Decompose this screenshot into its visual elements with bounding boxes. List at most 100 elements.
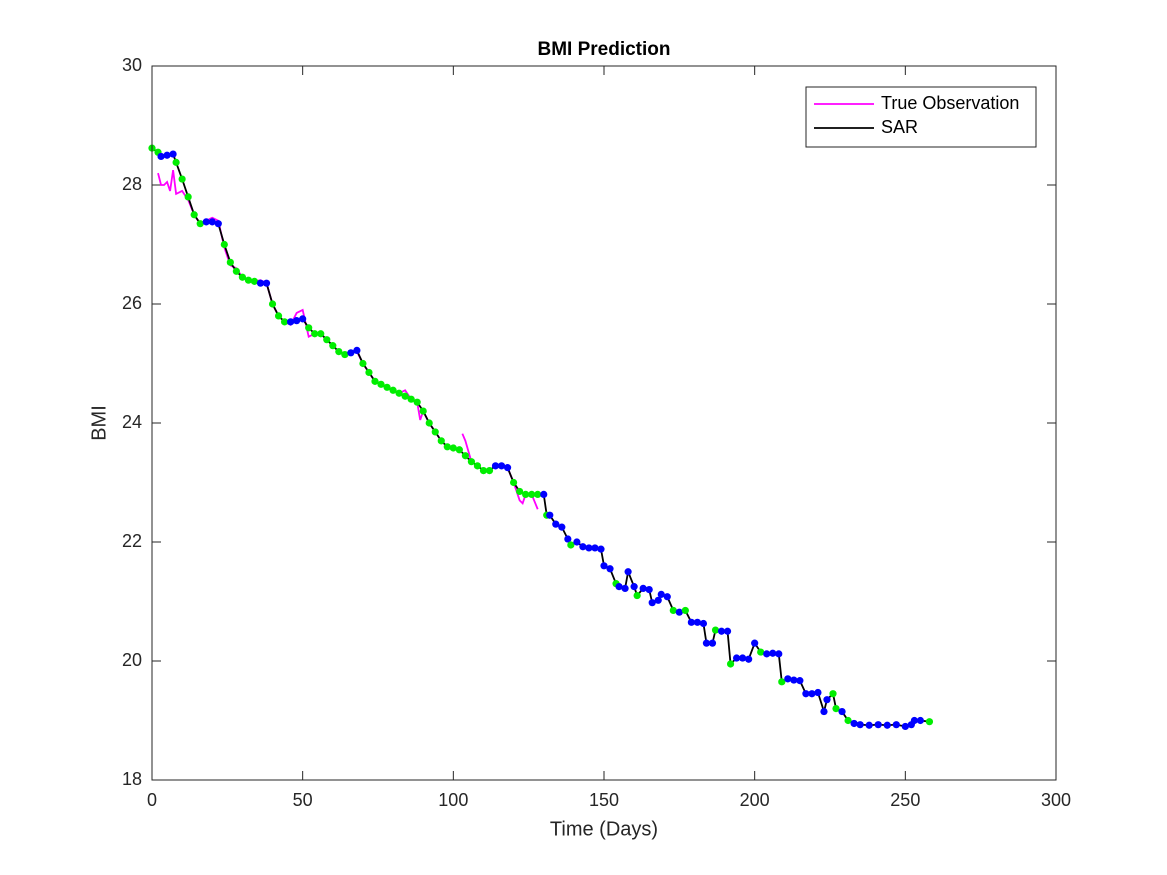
data-point [449,444,457,452]
data-point [389,386,397,394]
data-point [208,218,216,226]
data-point [675,608,683,616]
data-point [639,584,647,593]
x-tick-label: 300 [1041,790,1071,810]
data-point [910,716,918,725]
data-point [850,719,858,728]
data-point [558,523,566,531]
data-point [784,675,792,683]
data-point [395,389,403,397]
data-point [865,721,873,729]
x-tick-label: 200 [740,790,770,810]
data-point [353,346,361,355]
data-point [597,545,605,553]
data-point [790,676,798,684]
data-point [437,437,445,445]
data-point [540,490,548,498]
data-point [522,490,530,498]
data-point [341,350,349,359]
data-point [606,565,614,573]
data-point [726,660,735,668]
data-point [546,511,554,519]
data-point [232,267,240,275]
data-point [311,330,319,338]
data-point [621,584,629,593]
data-point [274,312,283,320]
data-point [901,722,909,731]
data-point [624,568,632,576]
data-point [552,520,560,528]
data-point [702,639,711,647]
x-tick-label: 100 [438,790,468,810]
data-point [407,395,415,403]
data-point [723,627,732,635]
plot-area [152,66,1056,780]
data-point [220,240,228,249]
data-point [419,407,427,415]
data-point [516,487,524,496]
y-tick-label: 18 [122,769,142,789]
data-point [473,462,482,470]
x-tick-label: 150 [589,790,619,810]
data-point [769,649,777,657]
data-point [916,716,925,725]
data-point [775,650,783,658]
data-point [823,696,831,704]
data-point [455,446,463,454]
data-point [844,716,852,725]
data-point [293,317,301,325]
data-point [739,654,747,662]
data-point [751,639,759,647]
data-point [359,359,367,368]
data-point [467,458,476,466]
y-tick-label: 26 [122,293,142,313]
data-point [757,648,765,656]
data-point [567,541,575,549]
data-point [280,318,289,326]
data-point [633,591,641,600]
data-point [214,220,222,228]
data-point [169,150,177,158]
y-tick-label: 28 [122,174,142,194]
data-point [190,211,198,219]
data-point [615,583,623,591]
chart-title: BMI Prediction [537,39,670,60]
data-point [238,273,246,281]
data-point [832,705,840,713]
data-point [377,380,385,388]
data-point [874,721,882,729]
data-point [184,193,192,201]
data-point [157,152,165,161]
data-point [401,392,409,400]
x-axis-label: Time (Days) [550,818,658,840]
data-point [329,342,337,350]
data-point [443,443,451,451]
legend-label: SAR [881,117,918,137]
data-point [347,349,355,357]
data-point [585,544,593,552]
data-point [669,606,677,615]
data-point [163,151,171,159]
legend-box [805,86,1037,148]
data-point [829,690,837,698]
legend-label: True Observation [881,93,1019,113]
data-point [383,383,391,391]
data-point [693,618,702,626]
data-point [796,677,804,685]
data-point [226,258,234,266]
data-point [708,639,717,647]
axes-box [151,65,1057,781]
y-tick-label: 22 [122,531,142,551]
data-point [711,626,720,634]
data-point [802,690,810,698]
data-point [681,606,689,615]
data-point [648,599,656,607]
x-tick-label: 0 [147,790,157,810]
y-tick-label: 30 [122,55,142,75]
data-point [573,538,581,546]
data-point [820,707,828,716]
data-point [299,315,307,323]
data-point [687,618,695,626]
data-point [509,478,518,487]
